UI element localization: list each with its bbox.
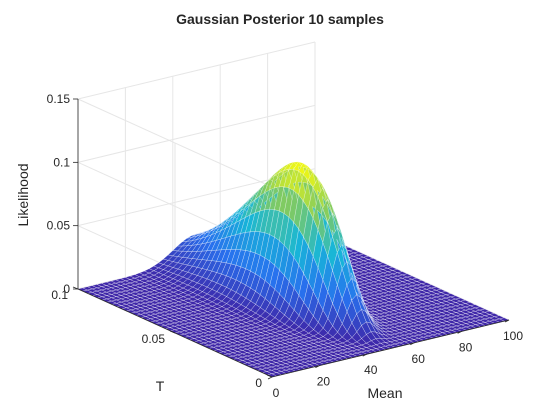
y-tick-label: 0.05	[142, 332, 166, 346]
z-tick-label: 0.1	[53, 155, 70, 169]
x-tick-mark	[504, 319, 510, 323]
x-tick-label: 40	[364, 363, 378, 377]
x-tick-mark	[267, 376, 273, 380]
x-tick-mark	[410, 342, 415, 346]
x-tick-label: 80	[459, 340, 473, 354]
z-axis-label: Likelihood	[15, 163, 31, 226]
sidewall-gridline-z	[77, 98, 273, 188]
x-tick-mark	[457, 331, 462, 334]
y-tick-mark	[169, 330, 176, 334]
x-tick-label: 20	[317, 375, 331, 389]
y-tick-label: 0	[255, 376, 262, 390]
x-tick-label: 100	[503, 329, 523, 343]
z-tick-label: 0.15	[47, 92, 71, 106]
x-tick-mark	[362, 353, 367, 357]
x-tick-label: 0	[273, 386, 280, 400]
chart-title: Gaussian Posterior 10 samples	[176, 11, 384, 27]
x-axis-line	[271, 319, 510, 378]
x-tick-mark	[315, 365, 320, 368]
z-tick-label: 0.05	[47, 219, 71, 233]
backwall-gridline-z	[77, 104, 316, 163]
surface-layer	[77, 161, 510, 378]
y-tick-mark	[266, 374, 273, 378]
y-tick-label: 0.1	[51, 288, 68, 302]
x-axis-label: Mean	[367, 385, 402, 401]
backwall-gridline-z	[77, 41, 316, 100]
z-tick-label: 0	[63, 282, 70, 296]
y-axis-label: T	[156, 378, 165, 394]
x-tick-label: 60	[412, 352, 426, 366]
